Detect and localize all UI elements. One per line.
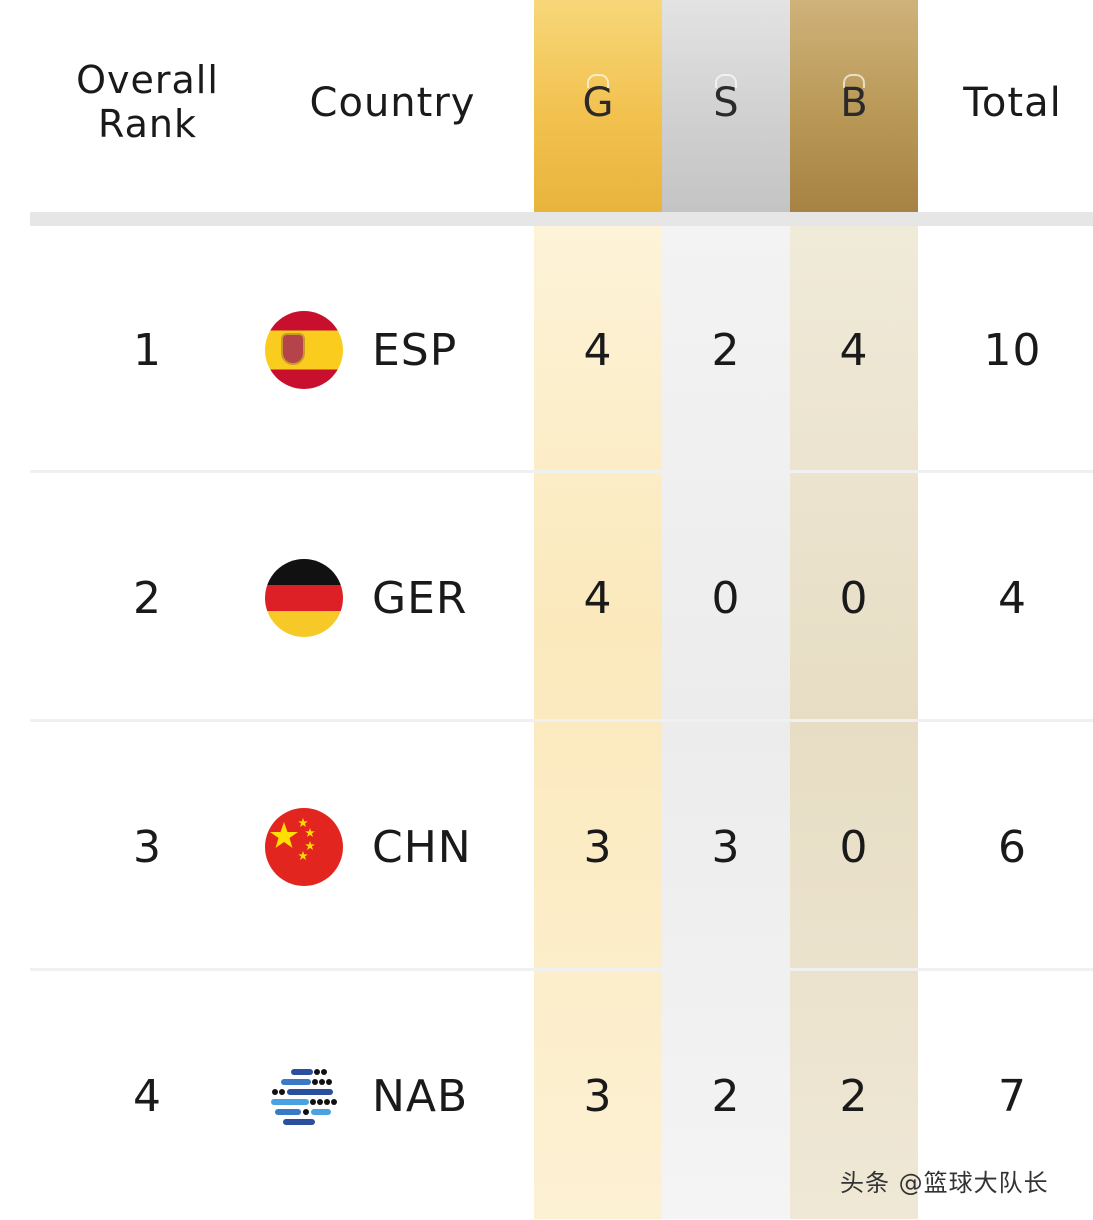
total-count: 7 xyxy=(998,1070,1027,1122)
silver-column-body-bg xyxy=(662,226,790,1219)
spain-flag-icon xyxy=(265,311,343,389)
country-code: GER xyxy=(372,572,468,624)
rank-cell: 1 xyxy=(133,324,162,376)
rank-cell: 2 xyxy=(133,572,162,624)
silver-count: 2 xyxy=(711,1070,741,1122)
gold-column-body-bg xyxy=(534,226,662,1219)
flag-cell xyxy=(262,972,346,1220)
bronze-column xyxy=(790,0,918,1219)
bronze-count: 2 xyxy=(839,1070,869,1122)
rank-cell: 4 xyxy=(133,1070,162,1122)
bronze-count: 0 xyxy=(839,572,869,624)
total-count: 4 xyxy=(998,572,1027,624)
rank-cell: 3 xyxy=(133,821,162,873)
bronze-count: 4 xyxy=(839,324,869,376)
bronze-column-header-bg xyxy=(790,0,918,212)
header-silver[interactable]: S xyxy=(662,74,790,126)
table-row[interactable]: 3 CHN 3 3 0 6 xyxy=(0,723,1093,971)
silver-count: 0 xyxy=(711,572,741,624)
row-divider xyxy=(30,470,1093,473)
row-divider xyxy=(30,719,1093,722)
table-row[interactable]: 1 ESP 4 2 4 10 xyxy=(0,226,1093,474)
gold-count: 4 xyxy=(583,324,613,376)
nab-logo-icon xyxy=(265,1057,343,1135)
flag-cell xyxy=(262,226,346,474)
gold-count: 4 xyxy=(583,572,613,624)
country-code: NAB xyxy=(372,1070,469,1122)
medal-ring-icon xyxy=(843,74,865,88)
gold-count: 3 xyxy=(583,821,613,873)
country-code: ESP xyxy=(372,324,458,376)
germany-flag-icon xyxy=(265,559,343,637)
flag-cell xyxy=(262,723,346,971)
medal-ring-icon xyxy=(715,74,737,88)
watermark: 头条 @篮球大队长 xyxy=(840,1169,1049,1197)
gold-count: 3 xyxy=(583,1070,613,1122)
table-row[interactable]: 4 NAB 3 2 2 7 xyxy=(0,972,1093,1220)
total-count: 6 xyxy=(998,821,1027,873)
silver-count: 2 xyxy=(711,324,741,376)
medal-ring-icon xyxy=(587,74,609,88)
header-divider xyxy=(30,212,1093,226)
bronze-column-body-bg xyxy=(790,226,918,1219)
china-flag-icon xyxy=(265,808,343,886)
bronze-count: 0 xyxy=(839,821,869,873)
header-overall-rank[interactable]: Overall Rank xyxy=(76,58,219,146)
silver-column xyxy=(662,0,790,1219)
country-code: CHN xyxy=(372,821,472,873)
total-count: 10 xyxy=(983,324,1042,376)
silver-column-header-bg xyxy=(662,0,790,212)
gold-column xyxy=(534,0,662,1219)
header-gold[interactable]: G xyxy=(534,74,662,126)
header-country[interactable]: Country xyxy=(309,80,476,126)
row-divider xyxy=(30,968,1093,971)
table-row[interactable]: 2 GER 4 0 0 4 xyxy=(0,474,1093,722)
silver-count: 3 xyxy=(711,821,741,873)
header-total[interactable]: Total xyxy=(963,80,1062,126)
gold-column-header-bg xyxy=(534,0,662,212)
header-bronze[interactable]: B xyxy=(790,74,918,126)
flag-cell xyxy=(262,474,346,722)
